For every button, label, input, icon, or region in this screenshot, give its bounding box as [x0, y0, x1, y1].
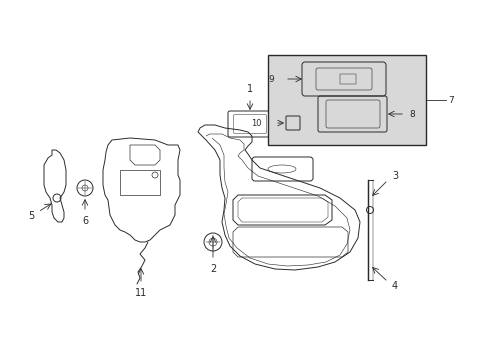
Text: 1: 1	[246, 84, 253, 94]
Text: 2: 2	[209, 264, 216, 274]
Text: 6: 6	[82, 216, 88, 226]
Text: 9: 9	[268, 75, 273, 84]
Text: 10: 10	[251, 118, 262, 127]
Bar	[339, 74, 355, 84]
Text: 7: 7	[447, 95, 453, 104]
Text: 4: 4	[391, 281, 397, 291]
Bar	[267, 55, 425, 145]
Text: 11: 11	[135, 288, 147, 298]
Text: 5: 5	[28, 211, 34, 221]
Bar	[120, 170, 160, 195]
Text: 8: 8	[408, 109, 414, 118]
Text: 3: 3	[391, 171, 397, 181]
